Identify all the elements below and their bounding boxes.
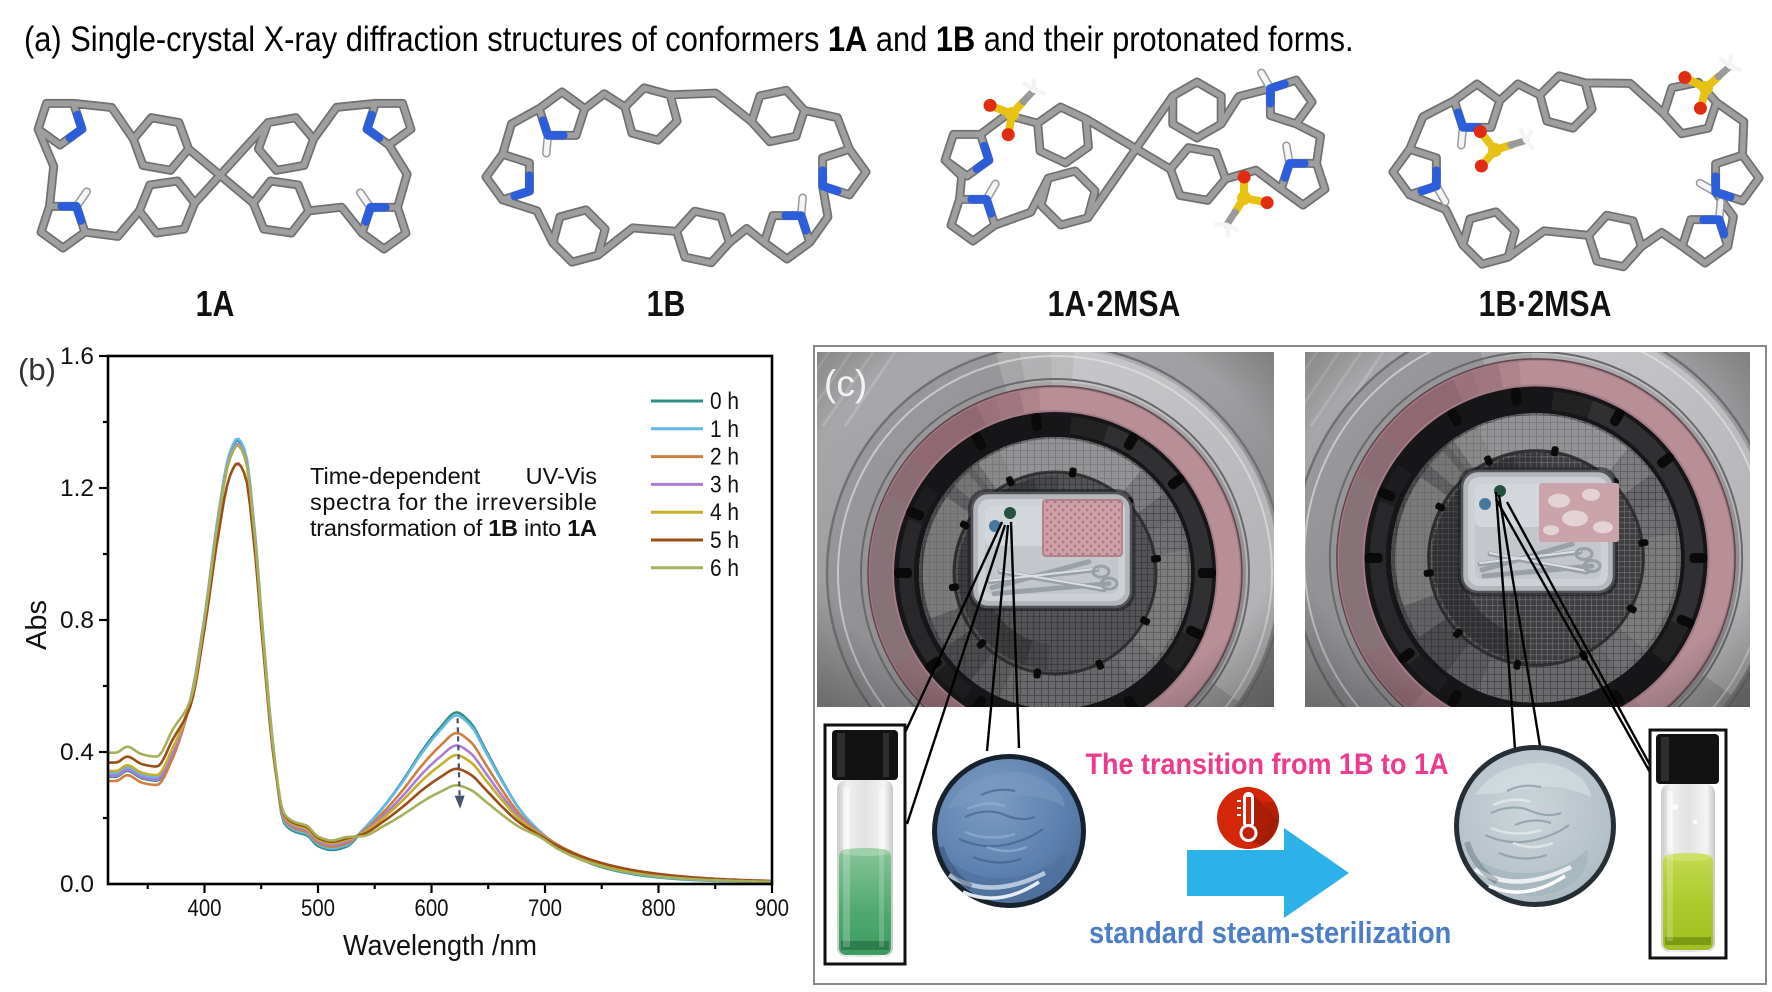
svg-text:800: 800: [642, 895, 676, 922]
svg-text:1.6: 1.6: [60, 343, 94, 370]
svg-text:6 h: 6 h: [710, 555, 739, 582]
svg-text:5 h: 5 h: [710, 527, 739, 554]
svg-text:3 h: 3 h: [710, 471, 739, 498]
svg-text:0.4: 0.4: [60, 739, 94, 766]
svg-text:0.0: 0.0: [60, 871, 94, 898]
svg-text:4 h: 4 h: [710, 499, 739, 526]
svg-text:700: 700: [528, 895, 562, 922]
svg-text:0 h: 0 h: [710, 388, 739, 415]
svg-text:transformation of 1B into 1A: transformation of 1B into 1A: [310, 515, 597, 541]
svg-text:2 h: 2 h: [710, 444, 739, 471]
svg-text:600: 600: [415, 895, 449, 922]
svg-text:UV-Vis: UV-Vis: [526, 463, 597, 489]
svg-text:900: 900: [755, 895, 789, 922]
svg-text:0.8: 0.8: [60, 607, 94, 634]
svg-text:400: 400: [188, 895, 222, 922]
svg-text:1.2: 1.2: [60, 475, 94, 502]
svg-text:(c): (c): [824, 363, 867, 404]
svg-text:1 h: 1 h: [710, 416, 739, 443]
svg-text:Abs: Abs: [21, 600, 53, 650]
svg-text:Time-dependent: Time-dependent: [310, 463, 481, 489]
svg-text:spectra for the irreversible: spectra for the irreversible: [310, 489, 597, 515]
svg-text:(b): (b): [18, 352, 56, 387]
svg-text:Wavelength /nm: Wavelength /nm: [343, 930, 537, 962]
svg-text:500: 500: [301, 895, 335, 922]
